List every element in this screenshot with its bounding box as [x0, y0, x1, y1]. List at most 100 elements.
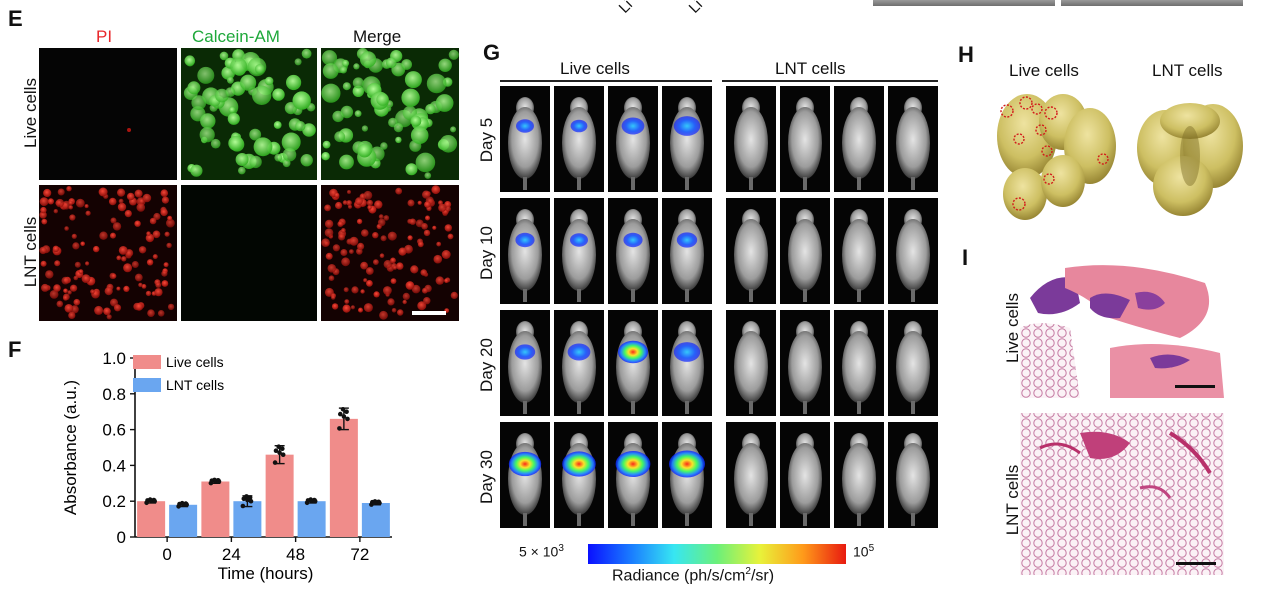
- mouse-tile-r1-c1: [554, 198, 604, 304]
- panel-e-letter: E: [8, 6, 23, 31]
- panel-e-col-calcein: Calcein-AM: [192, 27, 280, 46]
- mouse-tile-r0-c4: [726, 86, 776, 192]
- f-data-point: [377, 500, 382, 506]
- f-y-tick-label: 0.4: [102, 456, 126, 475]
- f-data-point: [312, 498, 318, 504]
- bioluminescence-signal: [615, 450, 651, 478]
- panel-e-col-merge: Merge: [353, 27, 402, 46]
- panel-e-row-lnt: LNT cells: [21, 216, 40, 288]
- f-data-point: [370, 499, 375, 505]
- mouse-tile-r0-c3: [662, 86, 712, 192]
- mouse-tile-r1-c6: [834, 198, 884, 304]
- bioluminescence-signal: [669, 450, 705, 478]
- f-x-tick-label: 48: [286, 545, 305, 564]
- bioluminescence-signal: [621, 117, 645, 135]
- mouse-tile-r2-c3: [662, 310, 712, 416]
- bioluminescence-mouse-grid: [500, 86, 938, 528]
- f-y-tick-label: 0.8: [102, 385, 126, 404]
- mouse-tile-r1-c0: [500, 198, 550, 304]
- mouse-tile-r1-c2: [608, 198, 658, 304]
- panel-e-images: [39, 48, 459, 321]
- colorbar-title-text: Radiance (ph/s/cm: [612, 567, 746, 585]
- panel-g-row-day10: Day 10: [477, 226, 496, 280]
- top-image-strip-2: [1061, 0, 1243, 6]
- bioluminescence-signal: [562, 451, 596, 477]
- panel-g-group-lnt: LNT cells: [775, 59, 846, 78]
- panel-h-lung-images: [997, 94, 1243, 220]
- f-data-point: [340, 407, 346, 412]
- scale-bar-i-live: [1175, 385, 1215, 388]
- mouse-tile-r0-c7: [888, 86, 938, 192]
- e-live-pi-tile: [39, 48, 177, 180]
- mouse-tile-r3-c3: [662, 422, 712, 528]
- mouse-tile-r3-c1: [554, 422, 604, 528]
- mouse-tile-r3-c4: [726, 422, 776, 528]
- panel-f-letter: F: [8, 337, 22, 362]
- bioluminescence-signal: [676, 232, 698, 248]
- panel-g-row-day20: Day 20: [477, 338, 496, 392]
- bioluminescence-signal: [623, 232, 643, 248]
- f-data-point: [145, 498, 150, 503]
- f-legend-swatch: [133, 378, 161, 392]
- mouse-tile-r3-c2: [608, 422, 658, 528]
- colorbar-max-text: 10: [853, 543, 869, 560]
- f-data-point: [277, 450, 282, 455]
- f-x-tick-label: 72: [350, 545, 369, 564]
- mouse-tile-r2-c0: [500, 310, 550, 416]
- bioluminescence-signal: [567, 343, 591, 361]
- f-data-point: [273, 448, 279, 453]
- bioluminescence-signal: [618, 340, 648, 364]
- bioluminescence-signal: [673, 116, 701, 136]
- f-data-point: [209, 478, 215, 483]
- f-data-point: [216, 479, 222, 484]
- scale-bar: [412, 311, 446, 315]
- f-data-point: [248, 498, 254, 504]
- f-bar-0-3: [329, 418, 358, 537]
- f-legend-label: LNT cells: [166, 377, 224, 393]
- f-y-tick-label: 1.0: [102, 349, 126, 368]
- mouse-tile-r0-c0: [500, 86, 550, 192]
- f-data-point: [245, 497, 250, 503]
- f-x-axis-label: Time (hours): [218, 564, 314, 583]
- f-data-point: [341, 414, 347, 419]
- absorbance-bar-chart: 0 0.2 0.4 0.6 0.8 1.0 Absorbance (a.u.) 0 24 48 72…: [61, 349, 392, 583]
- f-data-point: [305, 498, 311, 503]
- mouse-tile-r0-c2: [608, 86, 658, 192]
- bioluminescence-signal: [514, 344, 536, 360]
- bioluminescence-signal: [515, 232, 535, 248]
- colorbar-min-label: 5 × 103: [519, 543, 564, 560]
- mouse-tile-r0-c5: [780, 86, 830, 192]
- panel-g-lnt-line: [722, 80, 938, 82]
- f-legend-swatch: [133, 355, 161, 369]
- panel-e-row-live: Live cells: [21, 78, 40, 148]
- mouse-tile-r3-c0: [500, 422, 550, 528]
- f-y-tick-label: 0.2: [102, 492, 126, 511]
- colorbar-min-text: 5 × 10: [519, 543, 559, 560]
- panel-h-label-live: Live cells: [1009, 61, 1079, 80]
- mouse-tile-r2-c7: [888, 310, 938, 416]
- f-bar-1-3: [361, 502, 390, 537]
- scale-bar-i-lnt: [1176, 562, 1216, 565]
- panel-i-letter: I: [962, 245, 969, 270]
- mouse-tile-r1-c5: [780, 198, 830, 304]
- bioluminescence-signal: [508, 451, 542, 477]
- f-data-point: [338, 411, 343, 417]
- panel-g-row-day30: Day 30: [477, 450, 496, 504]
- bioluminescence-signal: [516, 119, 534, 133]
- panel-i-histology-images: [1020, 258, 1224, 575]
- panel-e-col-pi: PI: [96, 27, 113, 46]
- mouse-tile-r3-c7: [888, 422, 938, 528]
- colorbar-max-label: 105: [853, 543, 874, 560]
- bioluminescence-signal: [570, 119, 588, 133]
- panel-g-row-day5: Day 5: [477, 117, 496, 163]
- f-y-tick-label: 0: [117, 528, 126, 547]
- f-x-tick-label: 0: [162, 545, 171, 564]
- f-bar-0-0: [137, 501, 166, 537]
- f-bar-1-0: [169, 504, 198, 537]
- top-image-strip-1: [873, 0, 1055, 6]
- panel-g-live-line: [500, 80, 712, 82]
- mouse-tile-r2-c5: [780, 310, 830, 416]
- bioluminescence-signal: [570, 233, 588, 247]
- f-bar-1-2: [297, 501, 326, 537]
- f-legend-label: Live cells: [166, 354, 224, 370]
